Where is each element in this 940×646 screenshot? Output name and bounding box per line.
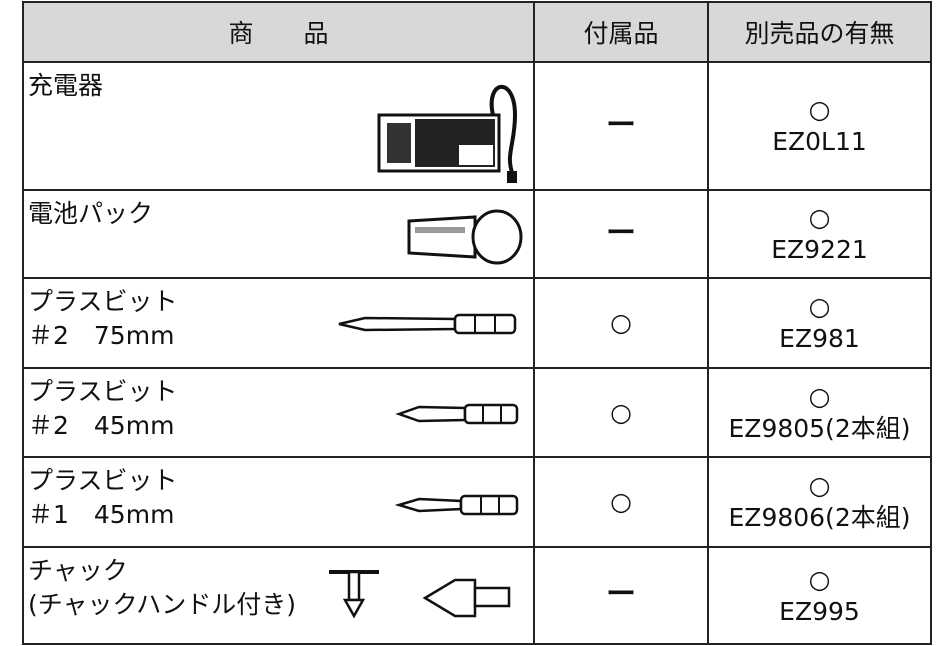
optional-cell: ○ EZ9221	[707, 189, 932, 279]
optional-model: EZ9806(2本組)	[728, 503, 911, 532]
optional-model: EZ981	[779, 324, 860, 353]
header-cell: 商 品	[22, 1, 535, 63]
product-name: チャック	[28, 556, 128, 585]
icon	[395, 403, 519, 425]
optional-model: EZ9221	[771, 235, 868, 264]
icon	[377, 84, 518, 183]
product-cell: チャック (チャックハンドル付き)	[22, 546, 535, 645]
optional-mark: ○	[808, 292, 831, 321]
product-name: ＃2 75mm	[28, 321, 175, 350]
optional-model: EZ9805(2本組)	[728, 413, 911, 443]
icon	[338, 313, 517, 335]
optional-cell: ○ EZ9805(2本組)	[707, 367, 932, 458]
icon	[329, 570, 511, 619]
included-mark: ○	[610, 308, 632, 337]
header-cell: 付属品	[533, 1, 709, 63]
product-illustration	[394, 490, 525, 529]
product-name: (チャックハンドル付き)	[28, 590, 297, 619]
included-mark: ○	[610, 397, 632, 427]
product-cell: プラスビット ＃2 75mm	[22, 277, 535, 369]
product-illustration	[325, 558, 525, 637]
product-name: プラスビット	[28, 466, 178, 495]
product-cell: 充電器	[22, 61, 535, 192]
product-name: プラスビット	[28, 377, 178, 406]
included-cell: ○	[533, 456, 709, 548]
table-row: プラスビット ＃1 45mm ○ ○ EZ9806(2本組)	[22, 456, 932, 548]
product-cell: プラスビット ＃2 45mm	[22, 367, 535, 458]
optional-cell: ○ EZ981	[707, 277, 932, 369]
product-illustration	[375, 75, 525, 192]
optional-model: EZ995	[779, 596, 860, 626]
optional-mark: ○	[808, 381, 831, 411]
accessory-table: 商 品 付属品 別売品の有無 充電器ー ○ EZ0L11 電池パックー ○ EZ9221 プ…	[22, 1, 932, 645]
product-name: ＃1 45mm	[28, 500, 175, 529]
optional-model: EZ0L11	[772, 127, 867, 156]
table-row: チャック (チャックハンドル付き) ー ○ EZ995	[22, 546, 932, 645]
included-cell: ー	[533, 546, 709, 645]
product-cell: 電池パック	[22, 189, 535, 279]
product-illustration	[335, 309, 525, 348]
included-cell: ○	[533, 277, 709, 369]
included-cell: ○	[533, 367, 709, 458]
optional-cell: ○ EZ995	[707, 546, 932, 645]
included-mark: ー	[606, 577, 636, 612]
product-illustration	[395, 399, 525, 438]
product-name: 充電器	[28, 71, 104, 100]
product-name: 電池パック	[28, 199, 154, 228]
product-cell: プラスビット ＃1 45mm	[22, 456, 535, 548]
product-name: プラスビット	[28, 287, 178, 316]
table-row: プラスビット ＃2 75mm ○ ○ EZ981	[22, 277, 932, 369]
table-row: 充電器ー ○ EZ0L11	[22, 61, 932, 192]
optional-cell: ○ EZ9806(2本組)	[707, 456, 932, 548]
included-cell: ー	[533, 61, 709, 191]
included-mark: ○	[610, 487, 632, 516]
table-row: 電池パックー ○ EZ9221	[22, 189, 932, 279]
table-row: プラスビット ＃2 45mm ○ ○ EZ9805(2本組)	[22, 367, 932, 458]
icon	[394, 494, 519, 516]
included-mark: ー	[606, 107, 636, 143]
optional-mark: ○	[808, 471, 831, 500]
header-cell: 別売品の有無	[707, 1, 932, 63]
optional-cell: ○ EZ0L11	[707, 61, 932, 191]
product-name: ＃2 45mm	[28, 411, 175, 440]
optional-mark: ○	[808, 564, 831, 594]
header-row: 商 品 付属品 別売品の有無	[22, 1, 932, 63]
included-cell: ー	[533, 189, 709, 279]
product-illustration	[405, 205, 525, 274]
icon	[407, 209, 523, 265]
optional-mark: ○	[808, 203, 831, 232]
optional-mark: ○	[808, 95, 831, 124]
included-mark: ー	[606, 215, 636, 251]
